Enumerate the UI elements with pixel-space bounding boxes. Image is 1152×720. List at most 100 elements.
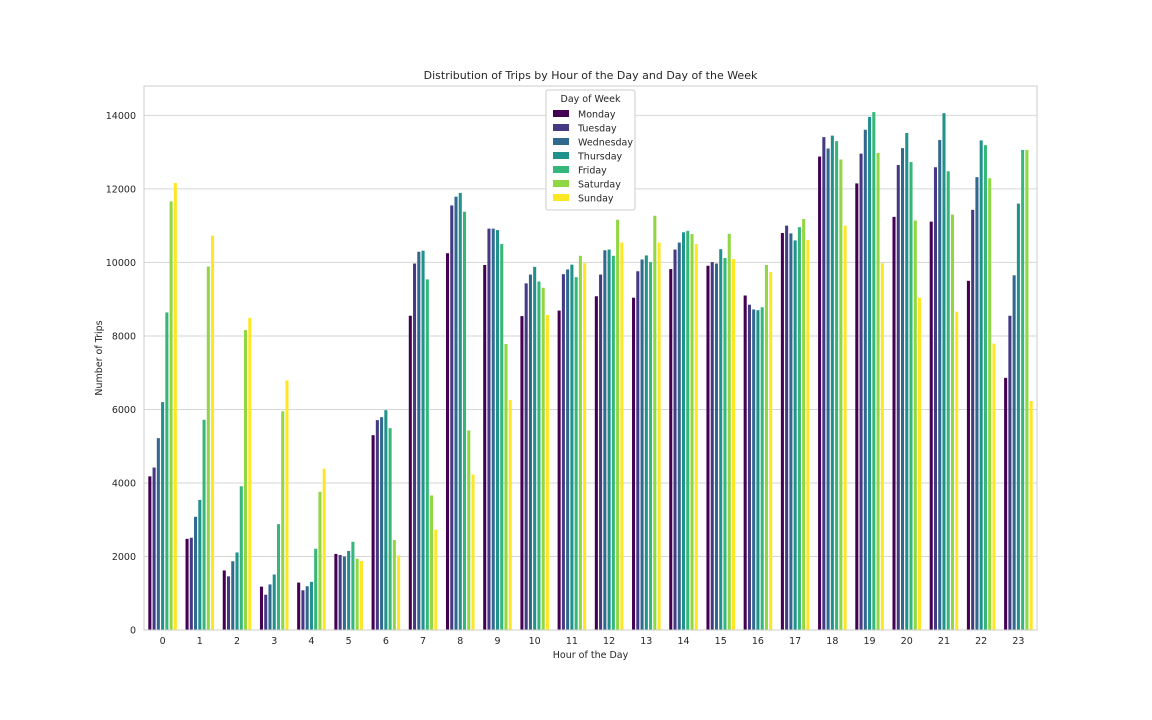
x-tick-label: 11: [566, 636, 578, 647]
x-tick-label: 16: [752, 636, 764, 647]
bar: [194, 516, 198, 630]
x-tick-label: 0: [160, 636, 166, 647]
plot-frame: [143, 85, 1038, 631]
bar: [909, 162, 913, 630]
bar: [694, 244, 698, 630]
bar: [918, 297, 922, 630]
bar: [731, 259, 736, 630]
x-tick-label: 8: [457, 636, 463, 647]
y-tick-label: 6000: [112, 405, 136, 416]
bar: [752, 309, 756, 630]
bar: [971, 209, 975, 630]
bar: [533, 266, 537, 630]
bar: [723, 258, 727, 630]
bar: [235, 552, 239, 630]
bar: [1016, 203, 1020, 630]
x-tick-label: 20: [901, 636, 913, 647]
bar: [756, 310, 760, 630]
bar: [185, 538, 189, 630]
chart-title: Distribution of Trips by Hour of the Day…: [424, 69, 758, 82]
y-tick-label: 12000: [106, 184, 136, 195]
bar: [397, 555, 401, 630]
y-tick-label: 14000: [106, 111, 136, 122]
legend-swatch: [553, 194, 569, 201]
bar: [616, 219, 620, 630]
bar: [677, 242, 681, 630]
x-tick-label: 17: [789, 636, 801, 647]
bar: [430, 495, 434, 630]
bar: [198, 499, 202, 630]
bar: [297, 582, 301, 630]
bar: [1021, 149, 1025, 630]
bar: [487, 228, 491, 630]
bar: [743, 295, 747, 630]
y-tick-label: 0: [130, 626, 136, 637]
bar: [632, 297, 636, 630]
bar: [574, 277, 578, 630]
bar: [243, 330, 248, 630]
bar: [314, 548, 318, 630]
bar: [388, 428, 392, 630]
bar: [148, 476, 152, 630]
x-tick-label: 3: [271, 636, 277, 647]
x-tick-label: 1: [197, 636, 203, 647]
bar: [471, 474, 475, 630]
bar: [620, 242, 624, 630]
bar: [161, 402, 165, 630]
bar: [669, 269, 673, 630]
bar: [863, 129, 867, 630]
bar: [785, 225, 789, 631]
bar: [826, 148, 830, 630]
bar: [285, 380, 289, 630]
x-axis-ticks: 0 1 2 3 4 5 6 7 8 9 10 11 12 13 14 15 16 17 18 19 20 21 22 23: [160, 636, 1025, 647]
bar: [338, 555, 342, 630]
bar: [276, 524, 281, 630]
bar: [392, 539, 396, 630]
legend-box: [545, 89, 636, 211]
y-tick-label: 8000: [112, 331, 136, 342]
bar: [570, 264, 574, 630]
bar: [561, 274, 565, 630]
bar: [467, 430, 471, 630]
bar: [607, 249, 611, 630]
bars: [148, 112, 1033, 631]
bar: [231, 561, 235, 630]
bar: [806, 240, 810, 630]
bar: [434, 529, 438, 630]
bar: [281, 411, 285, 630]
bar: [727, 233, 731, 631]
bar: [206, 266, 210, 630]
x-tick-label: 4: [308, 636, 314, 647]
bar: [504, 344, 508, 630]
legend-label: Monday: [578, 110, 616, 121]
bar: [413, 263, 417, 630]
legend-items: Monday Tuesday Wednesday Thursday Friday Satu…: [553, 110, 633, 205]
x-tick-label: 12: [603, 636, 615, 647]
bar: [454, 196, 458, 631]
bar: [892, 216, 896, 630]
bar: [359, 560, 363, 630]
bar: [769, 271, 773, 630]
bar: [483, 265, 487, 630]
bar: [706, 265, 710, 630]
legend-label: Saturday: [578, 180, 621, 191]
bar: [594, 296, 598, 630]
bar: [1025, 149, 1029, 630]
y-tick-label: 10000: [106, 258, 136, 269]
bar: [491, 228, 495, 630]
bar: [979, 140, 983, 630]
bar: [764, 265, 768, 630]
bar: [259, 586, 263, 630]
bar: [495, 230, 500, 630]
bar: [202, 419, 206, 630]
legend-swatch: [553, 138, 569, 145]
bar: [760, 307, 764, 630]
legend-swatch: [553, 124, 569, 131]
x-tick-label: 2: [234, 636, 240, 647]
bar: [355, 558, 359, 630]
bar: [165, 312, 169, 630]
y-tick-label: 2000: [112, 552, 136, 563]
bar: [1012, 275, 1016, 630]
bar: [380, 417, 384, 630]
